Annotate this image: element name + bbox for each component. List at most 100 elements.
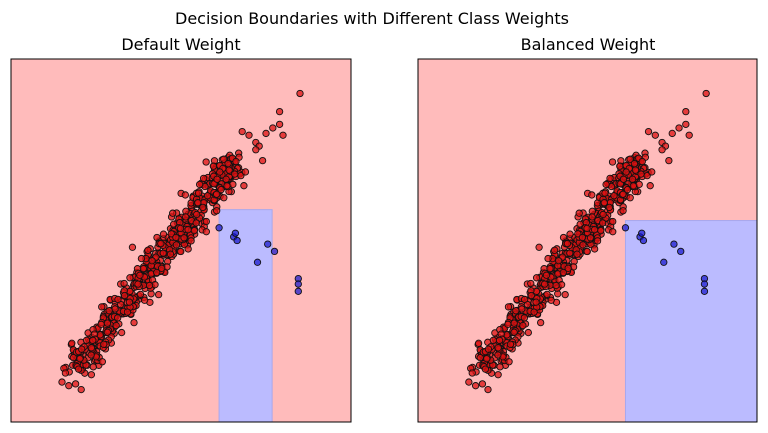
minority-point	[700, 280, 709, 288]
majority-point	[69, 353, 78, 362]
majority-point	[105, 307, 113, 315]
majority-point	[144, 246, 152, 254]
minority-point	[621, 224, 630, 232]
majority-point	[518, 305, 526, 313]
majority-point	[629, 182, 638, 190]
majority-point	[148, 257, 156, 265]
majority-point	[220, 194, 228, 202]
minority-point	[670, 240, 678, 248]
majority-point	[648, 168, 656, 176]
subplot-balanced-weight: Balanced Weight	[417, 35, 758, 423]
majority-point	[176, 224, 185, 233]
majority-point	[484, 345, 493, 353]
majority-point	[241, 168, 250, 176]
majority-point	[187, 237, 195, 245]
majority-point	[512, 307, 520, 315]
majority-point	[153, 268, 161, 277]
majority-point	[217, 186, 225, 194]
majority-point	[519, 321, 527, 330]
majority-point	[137, 254, 146, 263]
minority-point	[253, 258, 262, 266]
majority-point	[483, 355, 491, 363]
majority-point	[181, 191, 189, 199]
majority-point	[202, 158, 210, 166]
majority-point	[668, 129, 676, 138]
majority-point	[489, 336, 497, 344]
majority-point	[157, 239, 165, 248]
majority-point	[626, 155, 634, 163]
majority-point	[68, 339, 76, 347]
majority-point	[547, 296, 555, 304]
majority-point	[637, 170, 645, 178]
majority-point	[540, 280, 549, 288]
majority-point	[505, 358, 513, 366]
minority-point	[294, 287, 302, 295]
minority-point	[660, 258, 668, 266]
majority-point	[573, 250, 581, 258]
majority-point	[631, 166, 640, 174]
majority-point	[563, 239, 572, 248]
majority-point	[494, 371, 502, 379]
majority-point	[111, 305, 119, 313]
majority-point	[199, 174, 208, 183]
majority-point	[216, 168, 224, 176]
minority-point	[294, 280, 302, 288]
minority-point	[639, 236, 648, 245]
majority-point	[474, 339, 483, 347]
majority-point	[118, 328, 126, 337]
majority-point	[196, 180, 204, 189]
majority-point	[543, 290, 551, 299]
majority-point	[630, 160, 639, 168]
majority-point	[126, 274, 134, 282]
majority-point	[593, 237, 602, 245]
majority-point	[622, 168, 630, 176]
majority-point	[130, 318, 138, 327]
majority-point	[586, 234, 595, 242]
majority-point	[71, 380, 80, 388]
axes-frame-balanced	[417, 58, 758, 423]
majority-point	[222, 175, 230, 183]
majority-point	[82, 336, 91, 344]
majority-point	[238, 127, 246, 136]
region-minority	[624, 220, 758, 423]
majority-point	[190, 227, 198, 235]
majority-point	[114, 295, 122, 304]
majority-point	[619, 175, 628, 183]
minority-point	[270, 247, 279, 256]
majority-point	[510, 319, 518, 327]
majority-point	[658, 146, 666, 154]
majority-point	[192, 219, 200, 227]
majority-point	[194, 199, 202, 207]
majority-point	[166, 250, 175, 258]
majority-point	[74, 365, 83, 373]
majority-point	[177, 247, 185, 256]
majority-point	[554, 257, 563, 265]
majority-point	[682, 107, 690, 116]
majority-point	[665, 156, 673, 165]
majority-point	[583, 224, 591, 233]
majority-point	[87, 351, 95, 359]
majority-point	[494, 344, 502, 352]
majority-point	[58, 378, 66, 386]
majority-point	[202, 228, 210, 236]
majority-point	[262, 129, 270, 138]
majority-point	[103, 328, 112, 336]
majority-point	[608, 158, 617, 166]
majority-point	[114, 314, 122, 322]
axes-frame-default	[10, 58, 352, 423]
majority-point	[213, 175, 221, 183]
majority-point	[76, 355, 84, 363]
majority-point	[599, 210, 607, 219]
subplot-title-balanced: Balanced Weight	[521, 35, 656, 54]
majority-point	[583, 247, 591, 256]
majority-point	[145, 281, 154, 290]
majority-point	[61, 369, 70, 377]
minority-point	[638, 229, 646, 237]
majority-point	[600, 199, 608, 207]
majority-point	[682, 120, 690, 128]
majority-point	[194, 189, 203, 197]
majority-point	[524, 328, 532, 337]
majority-point	[598, 219, 607, 227]
majority-point	[125, 298, 134, 306]
